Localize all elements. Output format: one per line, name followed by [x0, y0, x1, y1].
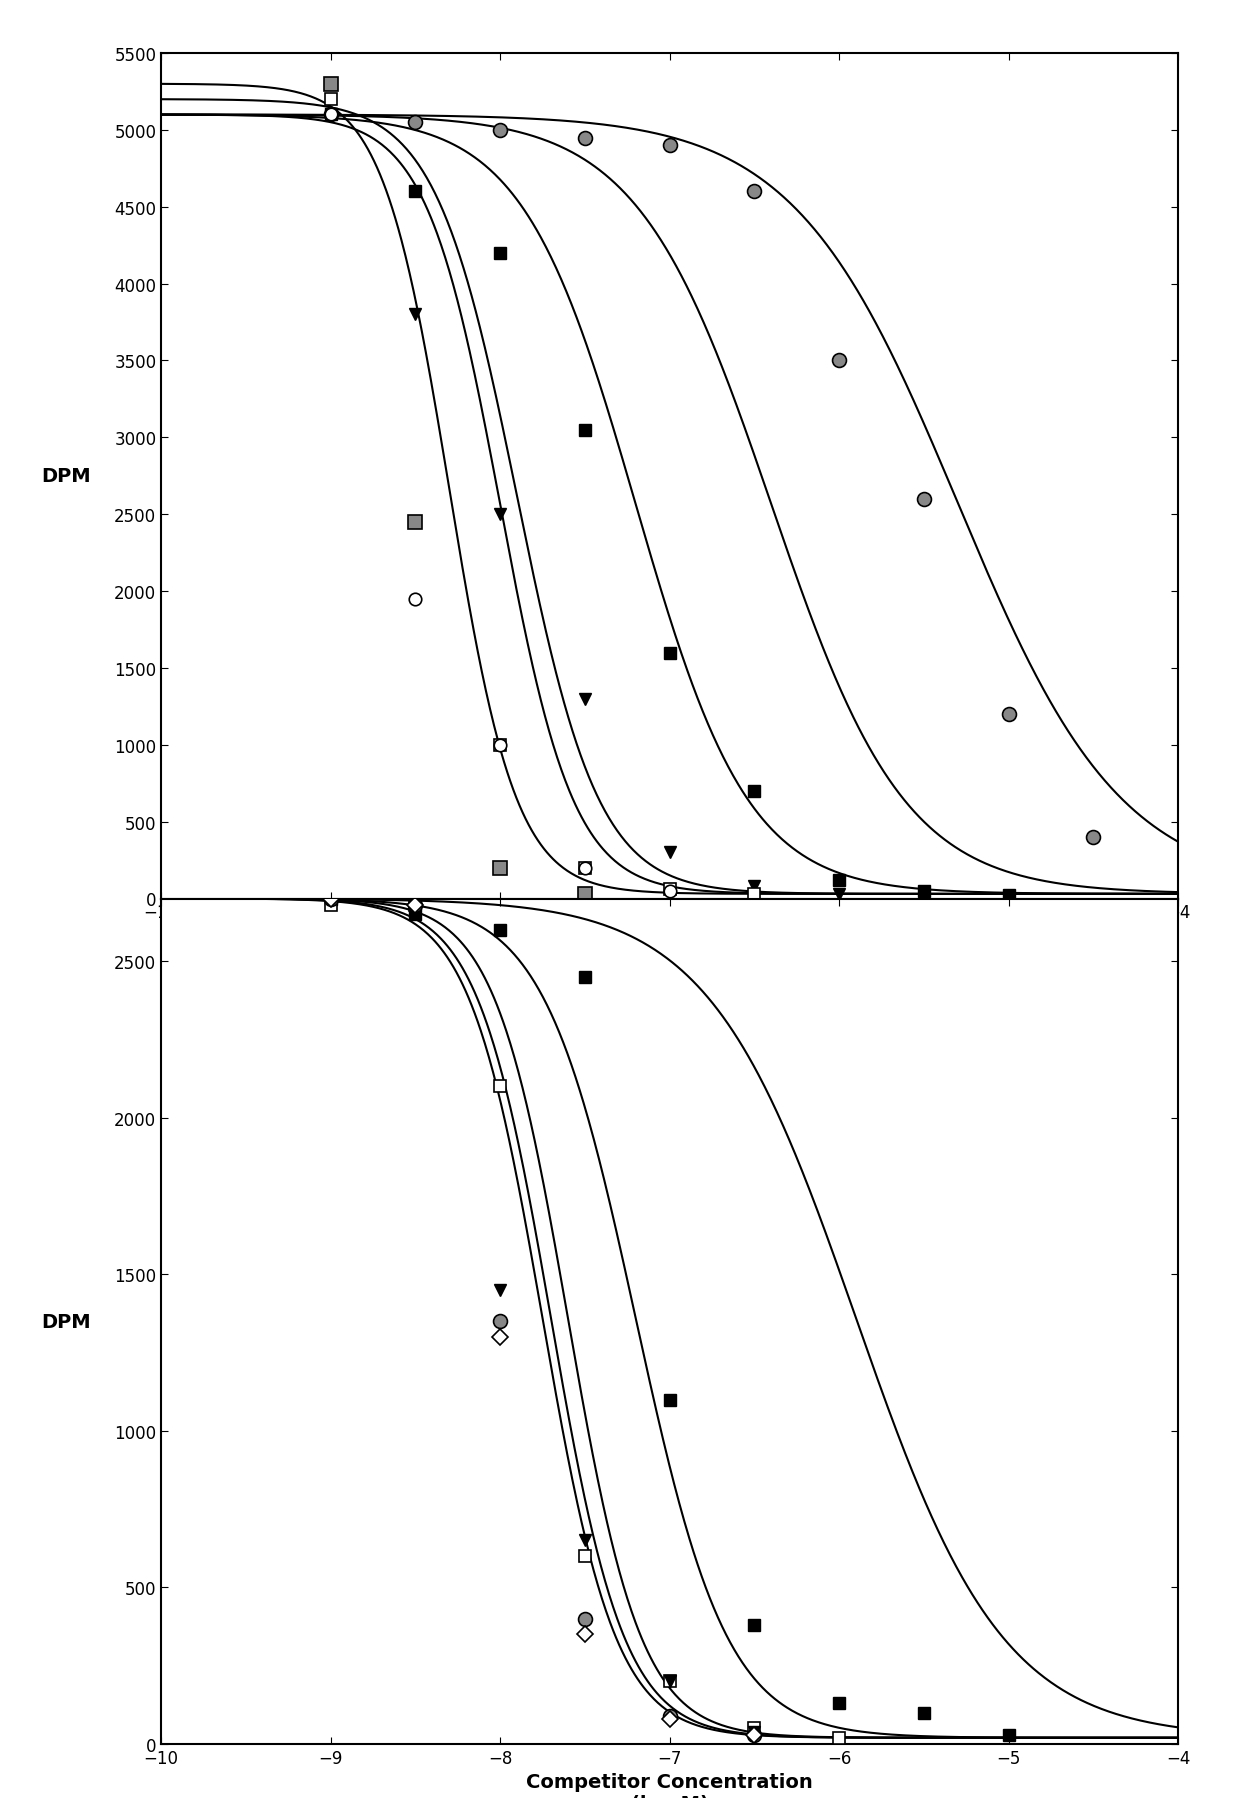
Text: FIG. 1: FIG. 1: [647, 1043, 692, 1059]
X-axis label: Competitor Concentration
(log M): Competitor Concentration (log M): [526, 1773, 813, 1798]
Y-axis label: DPM: DPM: [41, 467, 91, 485]
Y-axis label: DPM: DPM: [41, 1313, 91, 1331]
X-axis label: Competitor Concentration
(log M): Competitor Concentration (log M): [526, 928, 813, 969]
